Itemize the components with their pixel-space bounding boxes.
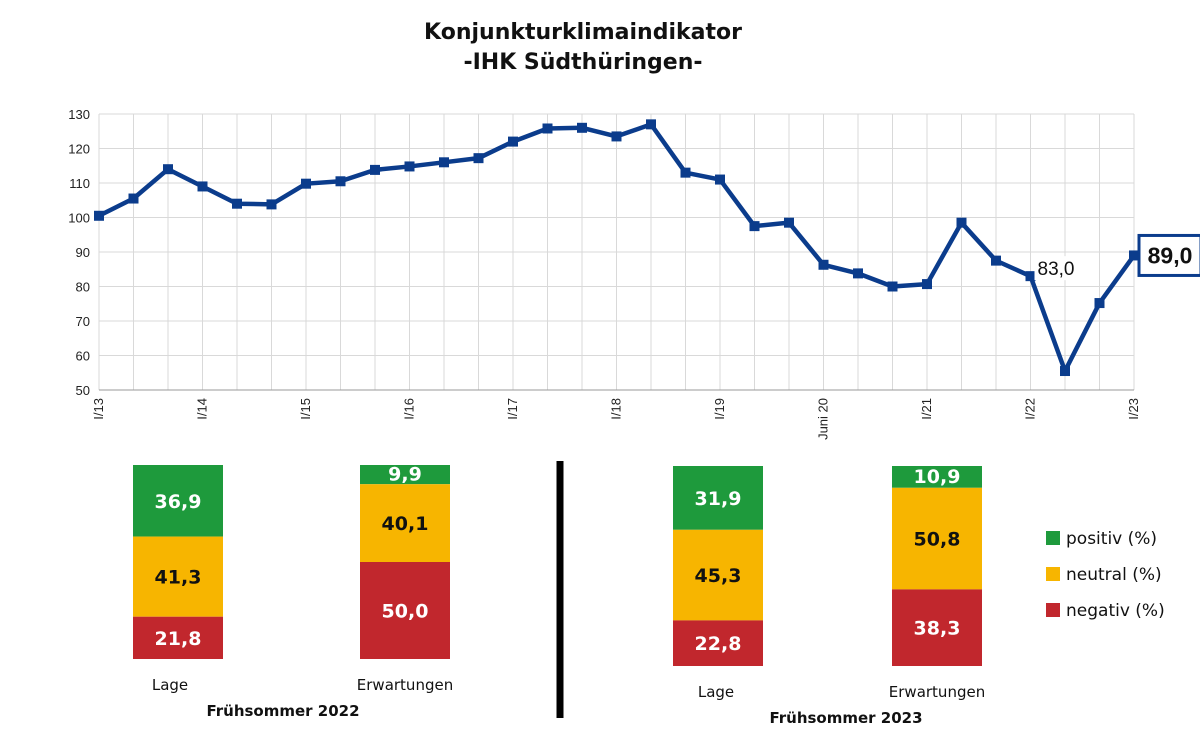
y-tick-label: 100 [68,211,90,226]
data-point [266,199,277,210]
data-point [887,281,898,292]
line-chart: 50 60 70 80 90 100 110 120 130 I/13 I/14 I/15 I/16 I/… [68,107,1200,440]
annotation-label: 89,0 [1148,242,1193,268]
category-label: Lage [698,683,734,701]
x-tick-label: I/13 [91,398,106,420]
bar-segment [673,466,763,530]
stacked-bars-2022: 36,9 41,3 21,8 Lage 9,9 40,1 50,0 Erwartungen Fr… [133,464,453,720]
data-point [94,210,104,221]
bar-value-label: 41,3 [155,567,202,589]
x-tick-label: I/21 [919,398,934,420]
bar-value-label: 50,8 [914,529,961,551]
bar-value-label: 9,9 [388,464,422,486]
data-point [128,193,139,204]
data-point [473,153,484,164]
y-tick-label: 70 [76,314,90,329]
bar-segment [360,562,450,659]
data-point [542,123,553,134]
data-point [577,122,587,133]
x-tick-label: I/18 [609,398,624,420]
y-tick-label: 130 [68,107,90,122]
x-tick-label: Juni 20 [816,398,831,440]
annotation-label: 83,0 [1038,259,1075,280]
bar-value-label: 38,3 [914,618,961,640]
x-tick-label: I/22 [1023,398,1038,420]
y-tick-label: 60 [76,349,90,364]
data-point [1094,298,1105,309]
x-tick-label: I/14 [195,398,210,420]
data-point [370,164,380,175]
data-point [991,255,1001,266]
bar-segment [133,536,223,617]
title-line-1: Konjunkturklimaindikator [424,20,742,45]
period-label: Frühsommer 2023 [769,709,922,727]
category-label: Erwartungen [357,676,453,694]
bar-segment [673,620,763,666]
data-point [197,181,208,192]
legend: positiv (%) neutral (%) negativ (%) [1046,529,1165,621]
category-label: Erwartungen [889,683,985,701]
bar-segment [892,487,982,590]
annotation-background [1034,256,1085,281]
data-point [301,178,311,189]
chart-title: Konjunkturklimaindikator -IHK Südthüring… [0,18,1166,78]
bar-value-label: 45,3 [695,565,742,587]
data-point [163,164,173,175]
bar-segment [360,484,450,562]
bar-segment [133,465,223,537]
y-tick-label: 50 [76,383,90,398]
data-point [715,174,725,185]
legend-swatch [1046,531,1060,545]
data-point [611,131,622,142]
bar-segment [360,465,450,485]
bar-value-label: 40,1 [382,513,429,535]
x-tick-label: I/19 [712,398,727,420]
data-point [680,167,691,178]
bar-segment [673,529,763,621]
x-tick-label: I/15 [298,398,313,420]
category-label: Lage [152,676,188,694]
data-point [232,198,242,209]
y-tick-label: 110 [69,176,90,191]
x-tick-label: I/16 [402,398,417,420]
data-point [784,217,794,228]
data-point [956,217,967,228]
data-point [1025,271,1036,282]
data-point [922,279,932,290]
y-tick-label: 120 [68,142,90,157]
data-point [508,136,518,147]
legend-swatch [1046,603,1060,617]
bar-segment [133,616,223,659]
data-point [749,221,760,232]
bar-value-label: 50,0 [382,601,429,623]
bar-value-label: 36,9 [155,491,202,513]
y-tick-label: 90 [76,245,90,260]
bar-value-label: 22,8 [695,633,742,655]
data-point [646,119,656,130]
legend-label: negativ (%) [1066,601,1165,621]
bar-value-label: 31,9 [695,488,742,510]
stacked-bars-2023: 31,9 45,3 22,8 Lage 10,9 50,8 38,3 Erwartungen F… [673,466,985,727]
data-point [1060,366,1070,377]
x-tick-label: I/23 [1126,398,1141,420]
legend-label: positiv (%) [1066,529,1157,549]
bar-segment [892,589,982,666]
y-tick-label: 80 [76,280,90,295]
period-label: Frühsommer 2022 [206,702,359,720]
bar-value-label: 10,9 [914,466,961,488]
data-point [818,259,829,270]
annotation-box [1137,233,1200,277]
bar-segment [892,466,982,488]
data-point [404,161,415,172]
data-point [439,157,449,168]
legend-label: neutral (%) [1066,565,1162,585]
legend-swatch [1046,567,1060,581]
data-point [1129,250,1139,261]
data-point [335,176,346,187]
title-line-2: -IHK Südthüringen- [463,50,703,75]
bar-value-label: 21,8 [155,628,202,650]
data-point [853,268,863,279]
x-tick-label: I/17 [505,398,520,420]
